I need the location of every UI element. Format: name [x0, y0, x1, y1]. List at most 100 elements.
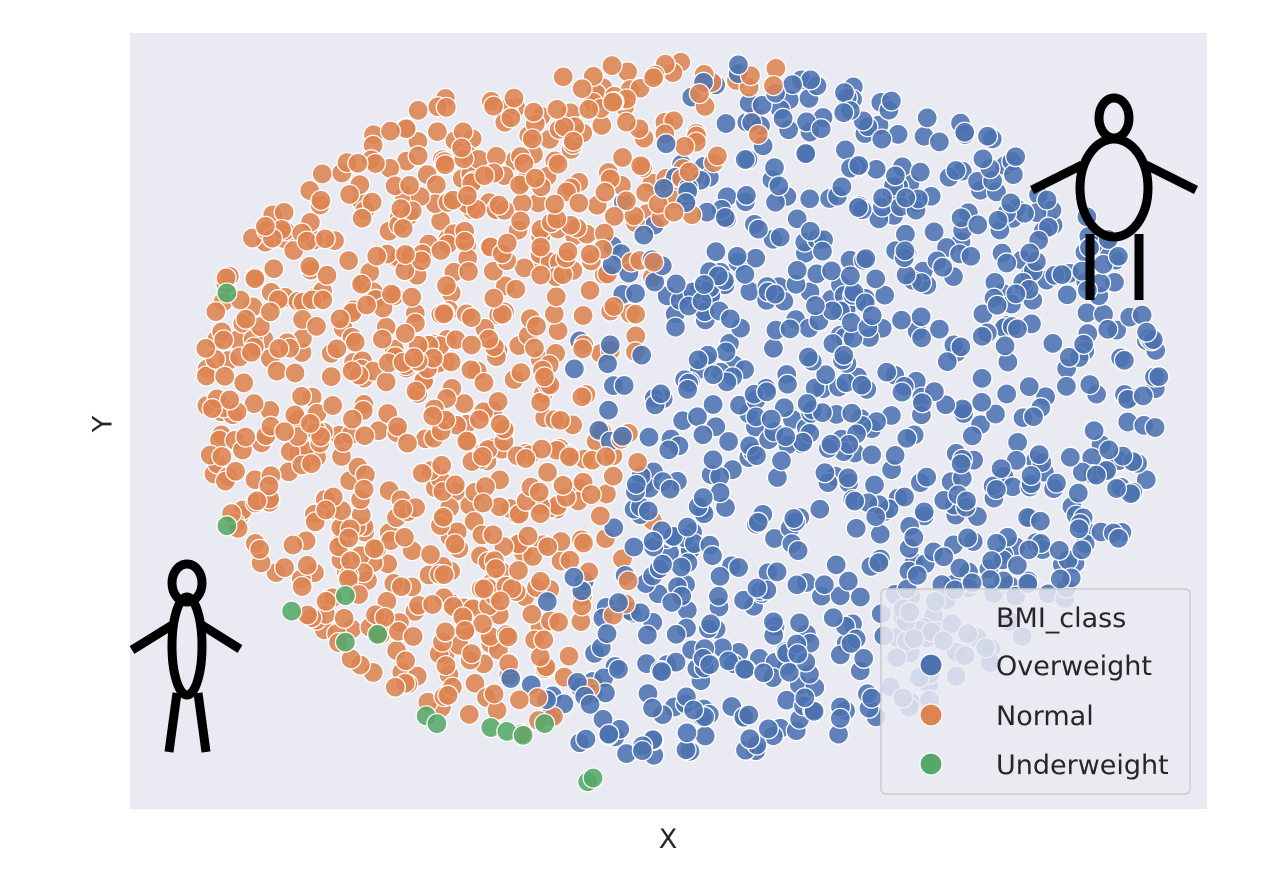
point-overweight-510: [714, 206, 736, 229]
point-underweight-5: [367, 623, 389, 646]
point-normal-621: [497, 626, 519, 648]
heavy-person-icon: [1029, 93, 1199, 300]
point-normal-709: [384, 676, 406, 698]
point-underweight-10: [512, 724, 534, 746]
point-normal-643: [483, 683, 505, 705]
point-overweight-226: [869, 523, 891, 545]
point-overweight-730: [994, 335, 1016, 357]
point-overweight-807: [702, 364, 724, 386]
point-overweight-482: [884, 444, 906, 467]
point-normal-533: [421, 593, 444, 616]
point-overweight-822: [760, 408, 782, 430]
point-overweight-467: [1042, 332, 1064, 355]
point-overweight-500: [954, 121, 976, 143]
point-overweight-76: [762, 337, 785, 359]
point-normal-408: [579, 279, 601, 302]
point-overweight-877: [1055, 375, 1078, 398]
point-overweight-873: [865, 505, 887, 528]
point-overweight-827: [665, 273, 687, 295]
point-overweight-845: [972, 148, 994, 170]
point-overweight-795: [865, 268, 887, 290]
point-normal-726: [305, 315, 328, 338]
point-normal-540: [333, 607, 355, 630]
point-overweight-212: [788, 612, 811, 634]
point-overweight-732: [692, 424, 714, 446]
point-normal-745: [433, 303, 455, 325]
point-normal-304: [266, 360, 288, 382]
point-normal-739: [240, 341, 262, 364]
point-overweight-869: [692, 486, 714, 509]
point-underweight-13: [582, 767, 604, 789]
point-normal-765: [473, 164, 496, 187]
legend-box: [880, 588, 1191, 795]
point-overweight-856: [987, 209, 1009, 231]
point-overweight-664: [734, 148, 756, 171]
point-normal-756: [643, 251, 665, 273]
point-normal-244: [458, 703, 480, 726]
point-overweight-878: [764, 283, 786, 305]
point-normal-721: [762, 74, 785, 97]
point-overweight-755: [893, 486, 916, 508]
point-overweight-872: [746, 577, 768, 599]
point-normal-466: [523, 101, 545, 123]
point-normal-265: [337, 249, 360, 272]
point-normal-423: [460, 642, 483, 665]
point-overweight-761: [797, 346, 819, 368]
point-overweight-705: [874, 284, 896, 306]
point-normal-779: [315, 499, 337, 521]
point-normal-775: [521, 128, 543, 150]
point-overweight-842: [636, 624, 659, 646]
point-normal-749: [254, 215, 277, 238]
point-normal-484: [457, 260, 480, 283]
point-normal-702: [234, 426, 257, 448]
point-normal-669: [571, 78, 593, 100]
point-normal-688: [546, 98, 568, 121]
point-normal-714: [444, 533, 466, 555]
point-overweight-704: [932, 256, 954, 278]
point-overweight-833: [641, 697, 664, 719]
point-overweight-572: [950, 453, 972, 475]
point-overweight-868: [579, 693, 601, 716]
point-overweight-612: [845, 517, 867, 539]
point-normal-683: [246, 490, 268, 512]
point-normal-633: [673, 135, 696, 158]
point-overweight-126: [1083, 420, 1105, 442]
point-overweight-737: [1051, 263, 1073, 286]
point-normal-785: [315, 590, 337, 613]
thin-person-icon: [129, 559, 243, 753]
point-normal-556: [529, 646, 551, 668]
point-normal-767: [533, 366, 556, 388]
point-normal-791: [393, 526, 416, 548]
point-normal-626: [392, 217, 414, 240]
point-normal-599: [450, 137, 473, 159]
point-overweight-377: [715, 112, 737, 135]
point-normal-550: [630, 155, 652, 177]
point-overweight-874: [637, 500, 659, 522]
point-overweight-304: [596, 353, 619, 375]
point-normal-132: [460, 359, 482, 381]
point-overweight-857: [1098, 439, 1120, 461]
point-normal-746: [299, 412, 321, 435]
point-normal-792: [545, 286, 567, 308]
point-overweight-564: [1148, 366, 1170, 388]
point-normal-699: [525, 315, 548, 337]
point-normal-593: [706, 145, 729, 167]
point-normal-78: [290, 385, 313, 407]
point-overweight-504: [624, 282, 647, 305]
point-overweight-549: [810, 118, 832, 140]
point-normal-730: [509, 210, 532, 232]
point-overweight-638: [891, 381, 913, 403]
point-underweight-4: [334, 631, 357, 653]
point-overweight-780: [950, 336, 972, 358]
point-overweight-777: [955, 490, 978, 512]
point-overweight-228: [734, 658, 756, 680]
point-normal-563: [211, 445, 233, 468]
point-normal-342: [572, 304, 594, 327]
point-overweight-513: [853, 647, 875, 669]
point-normal-776: [433, 563, 455, 586]
point-overweight-647: [855, 247, 877, 270]
point-normal-557: [537, 536, 559, 558]
point-overweight-667: [1006, 318, 1029, 340]
point-overweight-425: [751, 94, 773, 116]
point-overweight-846: [894, 240, 916, 262]
